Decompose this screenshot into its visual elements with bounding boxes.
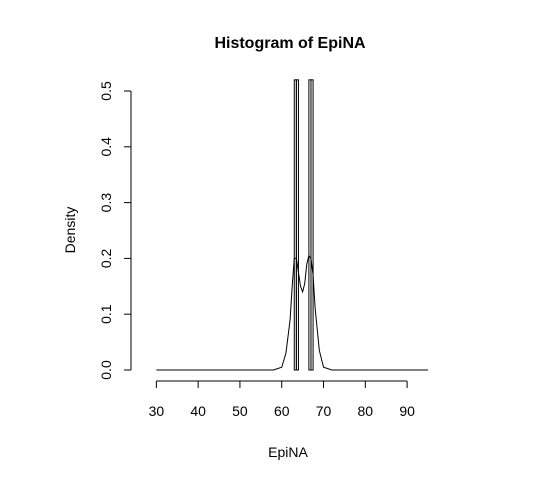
y-tick-label-2: 0.2 <box>98 248 114 268</box>
y-tick-label-4: 0.4 <box>98 137 114 157</box>
x-tick-label-70: 70 <box>316 403 332 419</box>
chart-title: Histogram of EpiNA <box>214 35 366 52</box>
y-tick-label-5: 0.5 <box>98 81 114 101</box>
x-tick-label-30: 30 <box>149 403 165 419</box>
x-tick-label-90: 90 <box>399 403 415 419</box>
y-tick-label-0: 0.0 <box>98 360 114 380</box>
histogram-bar-1 <box>295 79 299 371</box>
x-tick-label-80: 80 <box>358 403 374 419</box>
x-tick-label-40: 40 <box>190 403 206 419</box>
x-tick-label-50: 50 <box>232 403 248 419</box>
y-tick-label-3: 0.3 <box>98 193 114 213</box>
plot-area: 30 40 50 60 70 80 90 0.0 0.1 0.2 0.3 0.4 0.5 <box>98 79 428 419</box>
density-curve <box>156 254 428 371</box>
y-tick-label-1: 0.1 <box>98 304 114 324</box>
x-tick-label-60: 60 <box>274 403 290 419</box>
y-axis-label: Density <box>62 207 78 254</box>
x-axis-label: EpiNA <box>268 444 308 460</box>
histogram-bar-3 <box>310 79 314 371</box>
